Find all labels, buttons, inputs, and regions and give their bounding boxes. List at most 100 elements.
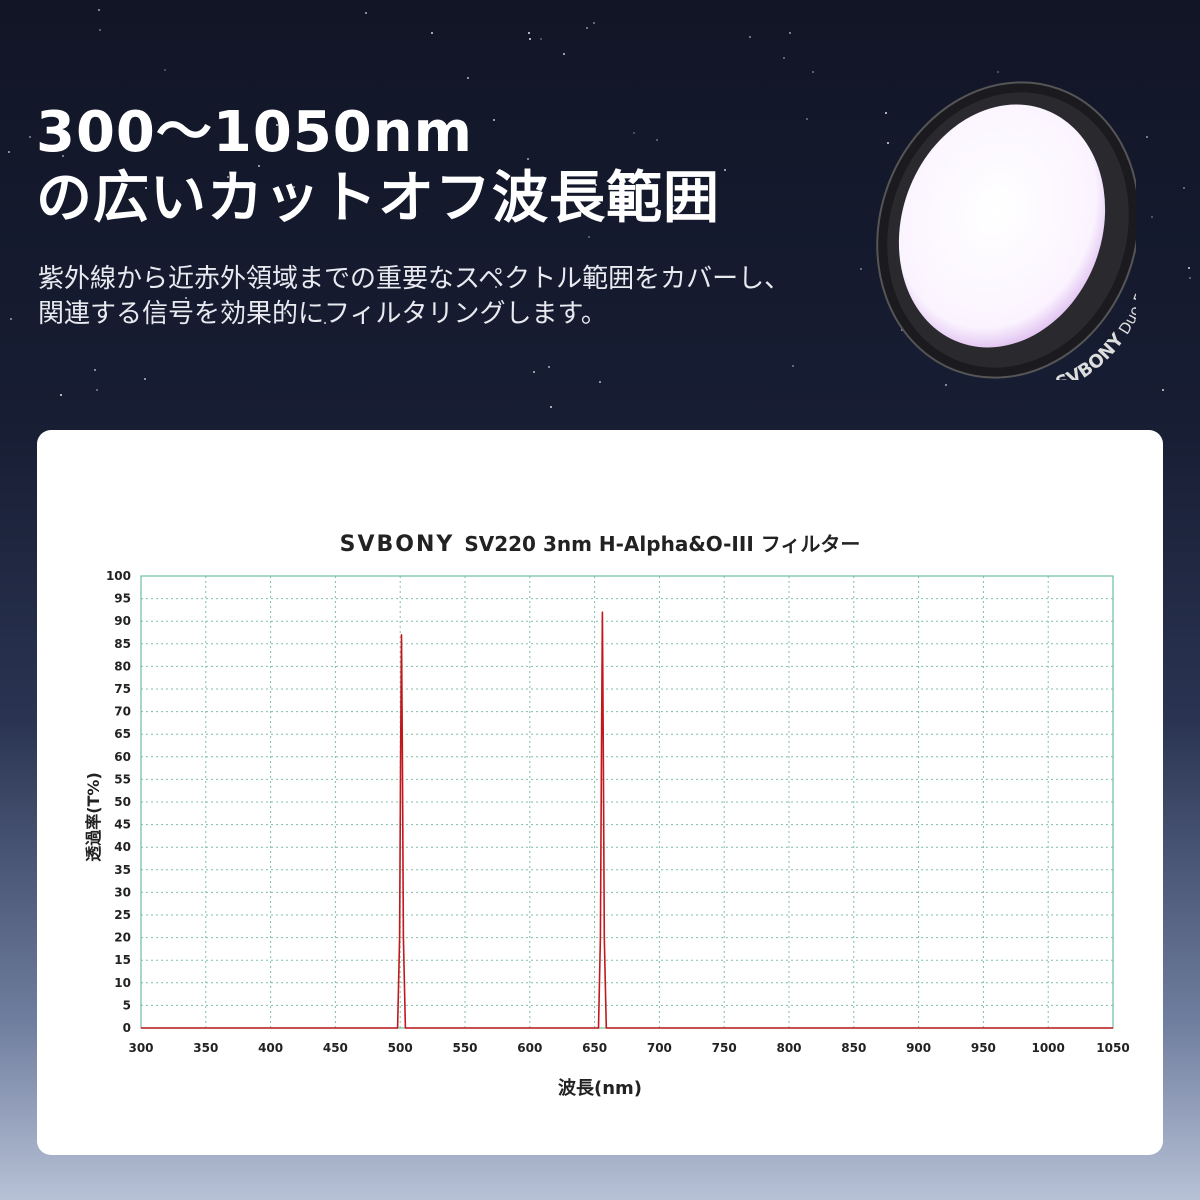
star bbox=[672, 204, 675, 207]
y-tick-label: 60 bbox=[114, 750, 131, 764]
y-tick-label: 40 bbox=[114, 840, 131, 854]
x-tick-label: 900 bbox=[906, 1041, 931, 1055]
x-axis-label: 波長(nm) bbox=[558, 1077, 642, 1099]
star bbox=[284, 312, 287, 315]
y-tick-label: 0 bbox=[123, 1021, 131, 1035]
star bbox=[665, 273, 668, 276]
star bbox=[806, 117, 809, 120]
x-tick-label: 550 bbox=[452, 1041, 477, 1055]
star bbox=[258, 165, 261, 168]
star bbox=[498, 209, 501, 211]
y-tick-label: 25 bbox=[114, 908, 131, 922]
star bbox=[562, 52, 565, 55]
star bbox=[276, 124, 279, 127]
y-tick-label: 85 bbox=[114, 637, 131, 651]
star bbox=[996, 70, 999, 73]
star bbox=[130, 200, 133, 203]
star bbox=[492, 119, 495, 122]
star bbox=[62, 154, 65, 157]
x-tick-label: 650 bbox=[582, 1041, 607, 1055]
y-tick-label: 100 bbox=[106, 569, 131, 583]
x-tick-label: 750 bbox=[712, 1041, 737, 1055]
y-tick-label: 80 bbox=[114, 659, 131, 673]
y-tick-label: 90 bbox=[114, 614, 131, 628]
x-tick-label: 500 bbox=[388, 1041, 413, 1055]
star bbox=[656, 138, 659, 141]
y-tick-label: 15 bbox=[114, 953, 131, 967]
star bbox=[1182, 187, 1185, 190]
star bbox=[594, 184, 597, 187]
star bbox=[95, 389, 98, 392]
x-tick-label: 450 bbox=[323, 1041, 348, 1055]
star bbox=[144, 377, 147, 380]
x-tick-label: 300 bbox=[128, 1041, 153, 1055]
star bbox=[532, 370, 535, 373]
star bbox=[540, 184, 543, 187]
star bbox=[1162, 389, 1165, 392]
star bbox=[592, 21, 595, 24]
y-tick-label: 5 bbox=[123, 998, 131, 1012]
x-tick-label: 850 bbox=[841, 1041, 866, 1055]
star bbox=[748, 36, 751, 39]
star bbox=[364, 12, 367, 15]
star bbox=[550, 406, 553, 409]
x-tick-label: 800 bbox=[776, 1041, 801, 1055]
star bbox=[185, 296, 188, 299]
star bbox=[94, 369, 97, 372]
star bbox=[588, 235, 591, 238]
chart-title: SVBONY SV220 3nm H-Alpha&O-III フィルター bbox=[0, 528, 1200, 557]
star bbox=[527, 158, 530, 161]
star bbox=[547, 366, 550, 369]
star bbox=[494, 285, 497, 288]
filter-product-image: SVBONY Duo-Band 3nm Filter bbox=[876, 81, 1136, 380]
x-tick-label: 700 bbox=[647, 1041, 672, 1055]
x-tick-label: 600 bbox=[517, 1041, 542, 1055]
transmission-curve bbox=[141, 611, 1113, 1029]
star bbox=[529, 37, 532, 40]
star bbox=[28, 135, 31, 138]
y-tick-label: 55 bbox=[114, 772, 131, 786]
headline: 300～1050nm の広いカットオフ波長範囲 bbox=[36, 100, 720, 232]
star bbox=[226, 176, 229, 179]
y-tick-label: 35 bbox=[114, 863, 131, 877]
y-tick-label: 30 bbox=[114, 885, 131, 899]
chart-card bbox=[37, 430, 1163, 1155]
star bbox=[598, 380, 601, 383]
headline-line-2: の広いカットオフ波長範囲 bbox=[36, 166, 720, 231]
y-tick-label: 45 bbox=[114, 818, 131, 832]
y-tick-label: 65 bbox=[114, 727, 131, 741]
x-tick-label: 1000 bbox=[1031, 1041, 1064, 1055]
star bbox=[792, 365, 795, 368]
y-tick-label: 20 bbox=[114, 931, 131, 945]
star bbox=[99, 28, 102, 31]
star bbox=[431, 32, 434, 35]
y-tick-label: 75 bbox=[114, 682, 131, 696]
star bbox=[633, 132, 636, 135]
subtitle-line-2: 関連する信号を効果的にフィルタリングします。 bbox=[38, 299, 607, 329]
star bbox=[292, 186, 295, 189]
y-tick-label: 50 bbox=[114, 795, 131, 809]
star bbox=[886, 141, 889, 144]
star bbox=[10, 317, 13, 320]
star bbox=[540, 37, 543, 40]
x-tick-label: 950 bbox=[971, 1041, 996, 1055]
star bbox=[1187, 266, 1190, 269]
subtitle-line-1: 紫外線から近赤外領域までの重要なスペクトル範囲をカバーし、 bbox=[38, 264, 791, 294]
star bbox=[1146, 136, 1149, 139]
star bbox=[944, 384, 947, 387]
star bbox=[812, 70, 815, 73]
star bbox=[585, 26, 588, 29]
star bbox=[723, 168, 726, 171]
star bbox=[324, 321, 327, 324]
star bbox=[1188, 276, 1191, 279]
x-tick-label: 350 bbox=[193, 1041, 218, 1055]
star bbox=[1151, 216, 1154, 219]
star bbox=[900, 328, 903, 331]
star bbox=[466, 77, 469, 80]
star bbox=[98, 8, 101, 11]
x-tick-label: 400 bbox=[258, 1041, 283, 1055]
star bbox=[60, 394, 63, 397]
y-tick-label: 95 bbox=[114, 592, 131, 606]
star bbox=[884, 112, 887, 115]
